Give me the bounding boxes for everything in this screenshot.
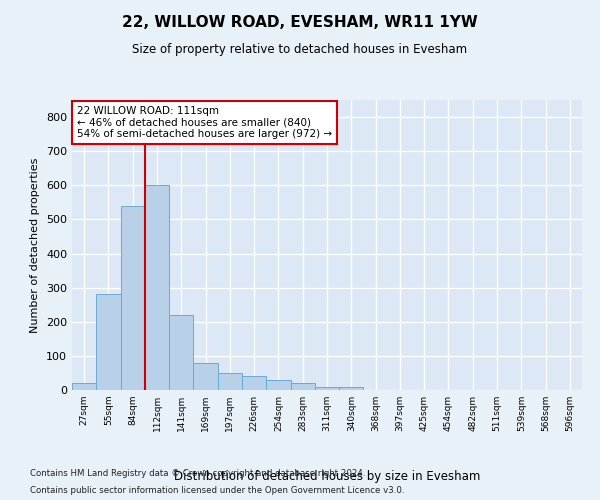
- Text: Size of property relative to detached houses in Evesham: Size of property relative to detached ho…: [133, 42, 467, 56]
- Bar: [121, 206, 145, 390]
- Text: 22 WILLOW ROAD: 111sqm
← 46% of detached houses are smaller (840)
54% of semi-de: 22 WILLOW ROAD: 111sqm ← 46% of detached…: [77, 106, 332, 139]
- Text: Contains public sector information licensed under the Open Government Licence v3: Contains public sector information licen…: [30, 486, 404, 495]
- Bar: [218, 373, 242, 390]
- Bar: [290, 383, 315, 390]
- Bar: [315, 386, 339, 390]
- Bar: [193, 362, 218, 390]
- Bar: [339, 386, 364, 390]
- Bar: [145, 186, 169, 390]
- Text: Contains HM Land Registry data © Crown copyright and database right 2024.: Contains HM Land Registry data © Crown c…: [30, 468, 365, 477]
- Bar: [266, 380, 290, 390]
- Bar: [96, 294, 121, 390]
- Bar: [169, 315, 193, 390]
- Text: 22, WILLOW ROAD, EVESHAM, WR11 1YW: 22, WILLOW ROAD, EVESHAM, WR11 1YW: [122, 15, 478, 30]
- Bar: [72, 383, 96, 390]
- X-axis label: Distribution of detached houses by size in Evesham: Distribution of detached houses by size …: [174, 470, 480, 483]
- Bar: [242, 376, 266, 390]
- Y-axis label: Number of detached properties: Number of detached properties: [31, 158, 40, 332]
